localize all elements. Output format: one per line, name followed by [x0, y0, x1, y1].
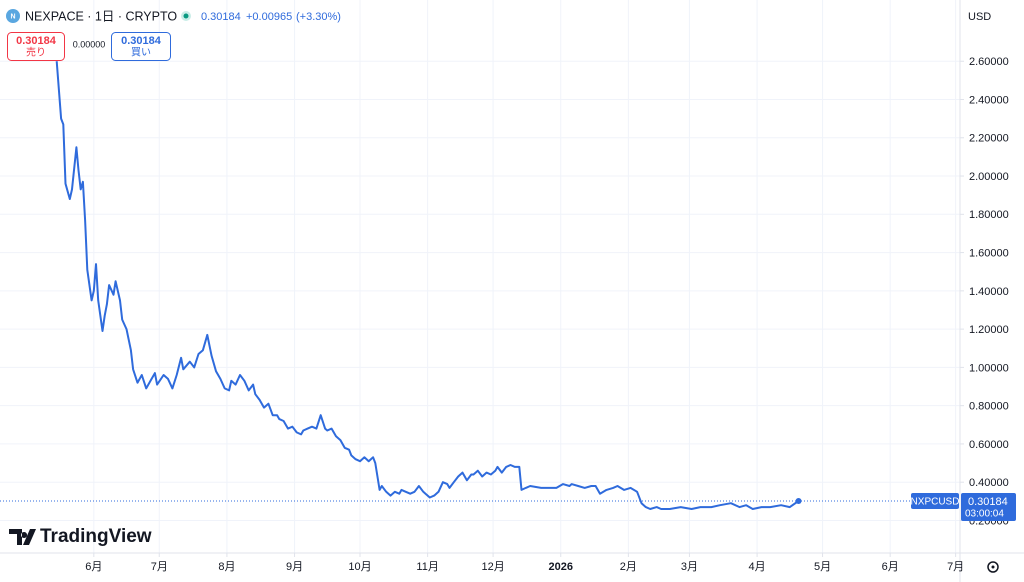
x-tick-label: 7月: [947, 561, 964, 573]
last-price: 0.30184: [201, 11, 241, 23]
symbol-tag: [911, 492, 959, 509]
price-line: [55, 61, 800, 510]
price-tag: [961, 492, 1016, 521]
x-tick-label: 6月: [85, 561, 102, 573]
x-tick-label: 12月: [481, 561, 504, 573]
symbol-logo-glyph: N: [10, 13, 15, 20]
axes: 0.200000.400000.600000.800001.000001.200…: [85, 56, 1009, 573]
buy-button[interactable]: [111, 32, 171, 61]
y-tick-label: 2.20000: [969, 133, 1009, 145]
price-tag-label: 0.30184: [968, 496, 1008, 508]
x-tick-label: 9月: [286, 561, 303, 573]
x-tick-label: 7月: [151, 561, 168, 573]
symbol-logo: [6, 9, 20, 23]
y-tick-label: 1.60000: [969, 247, 1009, 259]
buy-label: 買い: [131, 47, 151, 59]
y-tick-label: 1.20000: [969, 324, 1009, 336]
x-tick-label: 2月: [620, 561, 637, 573]
settings-icon[interactable]: [987, 561, 999, 573]
plot: [0, 61, 960, 510]
x-tick-label: 3月: [681, 561, 698, 573]
spread: 0.00000: [73, 39, 106, 49]
sell-label: 売り: [26, 46, 46, 59]
buy-price: 0.30184: [121, 35, 162, 47]
symbol-tag-label: NXPCUSD: [911, 497, 960, 508]
x-tick-label: 10月: [348, 561, 371, 573]
y-tick-label: 0.40000: [969, 477, 1009, 489]
y-tick-label: 2.60000: [969, 56, 1009, 68]
change: +0.00965: [246, 11, 292, 23]
market-status[interactable]: [183, 13, 189, 19]
sell-button[interactable]: [7, 32, 65, 61]
y-tick-label: 2.00000: [969, 171, 1009, 183]
y-tick-label: 1.40000: [969, 286, 1009, 298]
brand-logo: [9, 529, 36, 545]
currency[interactable]: USD: [968, 11, 991, 23]
countdown: 03:00:04: [965, 509, 1004, 520]
y-tick-label: 0.80000: [969, 401, 1009, 413]
x-tick-label: 11月: [416, 561, 438, 573]
x-tick-label: 4月: [749, 561, 766, 573]
last-point: [795, 497, 802, 504]
x-tick-label: 5月: [814, 561, 831, 573]
x-tick-label: 6月: [882, 561, 899, 573]
y-tick-label: 2.40000: [969, 94, 1009, 106]
sell-price: 0.30184: [16, 35, 57, 47]
brand: TradingView: [40, 526, 152, 547]
symbol[interactable]: NEXPACE · 1日 · CRYPTO: [25, 9, 177, 23]
settings-icon-center: [991, 565, 995, 569]
y-tick-label: 1.80000: [969, 209, 1009, 221]
x-tick-label: 8月: [218, 561, 235, 573]
change-percent: (+3.30%): [296, 11, 341, 23]
grid: [0, 0, 960, 553]
x-tick-label: 2026: [548, 561, 572, 573]
y-tick-label: 1.00000: [969, 362, 1009, 374]
y-tick-label: 0.60000: [969, 439, 1009, 451]
